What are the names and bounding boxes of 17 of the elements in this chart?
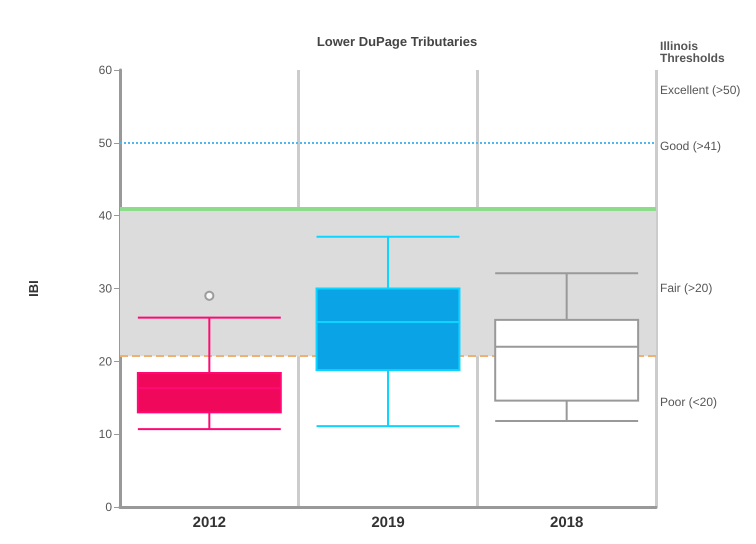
y-tick-label: 60 [98, 63, 112, 77]
y-tick-label: 40 [98, 208, 112, 223]
text: Fair (>20) [660, 281, 712, 295]
y-tick-label: 0 [105, 500, 112, 514]
x-tick-label: 2018 [550, 514, 584, 531]
x-tick-label: 2019 [371, 514, 405, 531]
y-tick-label: 30 [98, 282, 112, 296]
x-tick-label: 2012 [192, 514, 226, 531]
y-tick-label: 50 [98, 136, 112, 150]
y-tick-label: 10 [98, 427, 112, 442]
text: Illinois Thresholds [660, 39, 725, 65]
y-axis-title: IBI [26, 280, 41, 297]
chart-title: Lower DuPage Tributaries [316, 34, 478, 49]
y-tick-label: 20 [98, 354, 112, 368]
text: Good (>41) [660, 139, 722, 153]
text: Excellent (>50) [660, 83, 740, 97]
text: Poor (<20) [660, 395, 718, 409]
